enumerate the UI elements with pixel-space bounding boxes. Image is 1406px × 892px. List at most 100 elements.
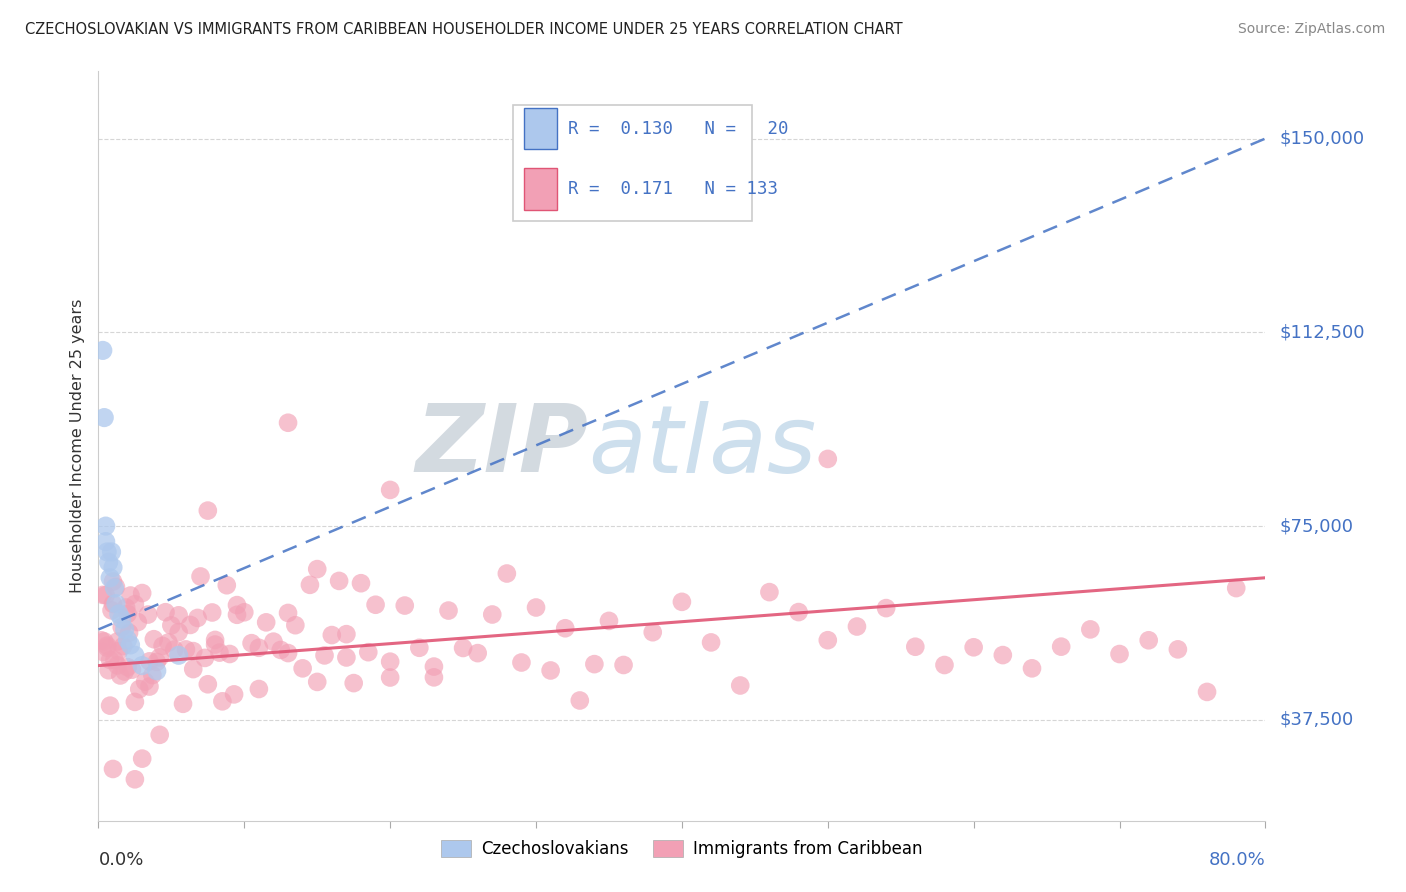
FancyBboxPatch shape — [513, 105, 752, 221]
Point — [540, 664, 562, 678]
Point — [335, 627, 357, 641]
Point — [112, 639, 135, 653]
Point — [240, 636, 263, 650]
Text: R =  0.171   N = 133: R = 0.171 N = 133 — [568, 180, 778, 198]
Point — [408, 640, 430, 655]
Point — [160, 618, 183, 632]
Point — [612, 658, 634, 673]
Point — [437, 603, 460, 617]
Text: $112,500: $112,500 — [1279, 323, 1365, 342]
Point — [96, 545, 118, 559]
Text: ZIP: ZIP — [416, 400, 589, 492]
Point — [277, 416, 299, 430]
FancyBboxPatch shape — [524, 108, 557, 149]
Point — [197, 503, 219, 517]
Point — [335, 650, 357, 665]
Text: $75,000: $75,000 — [1279, 517, 1354, 535]
Point — [110, 668, 132, 682]
Point — [583, 657, 606, 672]
Point — [152, 639, 174, 653]
Point — [226, 598, 249, 612]
Point — [120, 589, 142, 603]
Point — [204, 632, 226, 647]
Point — [817, 451, 839, 466]
Point — [179, 618, 201, 632]
Point — [671, 595, 693, 609]
Point — [117, 607, 139, 621]
Point — [101, 560, 124, 574]
Point — [181, 662, 204, 676]
Text: CZECHOSLOVAKIAN VS IMMIGRANTS FROM CARIBBEAN HOUSEHOLDER INCOME UNDER 25 YEARS C: CZECHOSLOVAKIAN VS IMMIGRANTS FROM CARIB… — [25, 22, 903, 37]
Point — [114, 623, 136, 637]
Point — [291, 661, 314, 675]
Point — [146, 664, 169, 678]
Point — [197, 677, 219, 691]
Text: 80.0%: 80.0% — [1209, 851, 1265, 869]
Point — [98, 653, 121, 667]
Y-axis label: Householder Income Under 25 years: Householder Income Under 25 years — [70, 299, 86, 593]
Point — [115, 600, 138, 615]
Point — [124, 597, 146, 611]
Point — [233, 605, 256, 619]
Point — [111, 612, 134, 626]
Point — [598, 614, 620, 628]
Point — [204, 638, 226, 652]
Point — [254, 615, 277, 630]
Point — [1050, 640, 1073, 654]
Point — [328, 574, 350, 588]
Point — [187, 611, 209, 625]
Point — [380, 671, 402, 685]
Point — [121, 663, 143, 677]
Point — [962, 640, 984, 655]
Point — [262, 634, 284, 648]
Point — [114, 665, 136, 679]
Point — [554, 621, 576, 635]
Point — [105, 658, 128, 673]
Point — [215, 578, 238, 592]
Point — [108, 607, 131, 621]
Point — [423, 659, 446, 673]
Point — [380, 483, 402, 497]
Point — [451, 640, 474, 655]
Point — [91, 343, 114, 358]
Point — [98, 571, 121, 585]
Point — [1021, 661, 1043, 675]
Point — [167, 648, 190, 663]
Point — [94, 519, 117, 533]
Point — [277, 646, 299, 660]
Point — [103, 581, 125, 595]
Point — [149, 650, 172, 665]
Point — [284, 618, 307, 632]
Point — [277, 606, 299, 620]
Point — [131, 658, 153, 673]
Point — [104, 597, 127, 611]
Point — [423, 670, 446, 684]
Point — [104, 580, 127, 594]
Point — [181, 644, 204, 658]
Point — [298, 578, 321, 592]
Point — [758, 585, 780, 599]
Point — [127, 615, 149, 629]
Point — [167, 608, 190, 623]
Point — [103, 653, 125, 667]
Point — [846, 619, 869, 633]
Point — [124, 772, 146, 787]
Point — [128, 682, 150, 697]
Point — [321, 628, 343, 642]
Point — [787, 605, 810, 619]
Point — [91, 588, 114, 602]
Point — [222, 687, 245, 701]
Point — [172, 697, 194, 711]
Point — [98, 698, 121, 713]
Text: Source: ZipAtlas.com: Source: ZipAtlas.com — [1237, 22, 1385, 37]
Point — [108, 644, 131, 658]
Point — [247, 681, 270, 696]
Point — [136, 607, 159, 622]
Point — [163, 642, 186, 657]
Point — [211, 694, 233, 708]
Text: $150,000: $150,000 — [1279, 129, 1364, 147]
Point — [117, 660, 139, 674]
Point — [96, 639, 118, 653]
Point — [357, 645, 380, 659]
Point — [100, 603, 122, 617]
